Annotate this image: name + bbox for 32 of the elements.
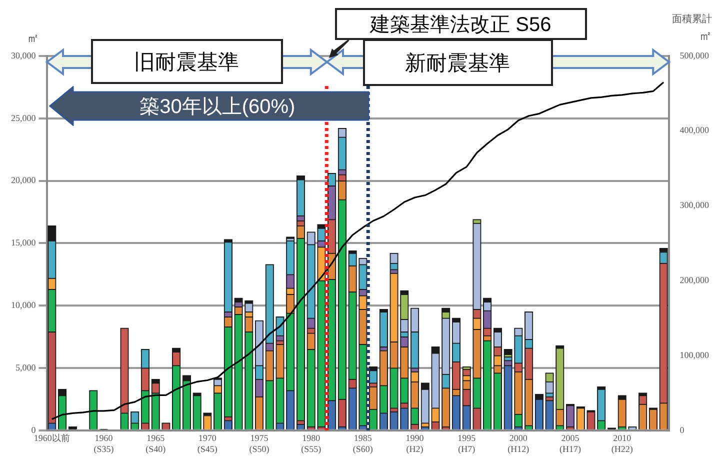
y-tick-label: 5,000 (16, 362, 36, 372)
y2-tick-label: 200,000 (680, 275, 710, 285)
y-tick-label: 0 (31, 424, 36, 435)
annotation: 築30年以上(60%) (138, 94, 296, 120)
annotation: 旧耐震基準 (134, 50, 240, 76)
y-tick-label: 20,000 (11, 175, 36, 186)
x-tick-label: 1995 (H7) (458, 433, 476, 454)
x-tick-label: 2005 (H17) (560, 433, 582, 454)
x-tick-label: 1980 (S55) (301, 433, 322, 454)
text: 建築基準法改正 S56 (370, 12, 552, 38)
text: 面積累計 (672, 12, 712, 27)
y2-tick-label: 500,000 (680, 50, 710, 60)
y2-tick-label: 400,000 (680, 125, 710, 136)
y-tick-label: 30,000 (11, 50, 36, 60)
x-tick-label: 1960 (S35) (94, 433, 114, 454)
x-tick-label: 1965 (S40) (146, 433, 166, 454)
y2-tick-label: 0 (680, 424, 685, 435)
y2-tick-label: 300,000 (680, 200, 710, 210)
y-tick-label: 10,000 (11, 300, 36, 310)
y-axis-title: ㎡ (26, 30, 39, 47)
x-tick-label: 1960以前 (34, 433, 70, 444)
annotation: 新耐震基準 (405, 50, 510, 76)
y-tick-label: 25,000 (11, 112, 36, 123)
x-tick-label: 1990 (H2) (406, 433, 424, 454)
y2-axis-title: ㎡ (698, 28, 712, 44)
x-tick-label: 2000 (H12) (508, 433, 530, 454)
y2-tick-label: 100,000 (680, 350, 710, 360)
x-tick-label: 1975 (S50) (249, 433, 270, 454)
x-tick-label: 2010 (H22) (611, 433, 633, 454)
x-tick-label: 1985 (S60) (352, 433, 373, 454)
x-tick-label: 1970 (S45) (197, 433, 218, 454)
y-tick-label: 15,000 (11, 238, 36, 248)
